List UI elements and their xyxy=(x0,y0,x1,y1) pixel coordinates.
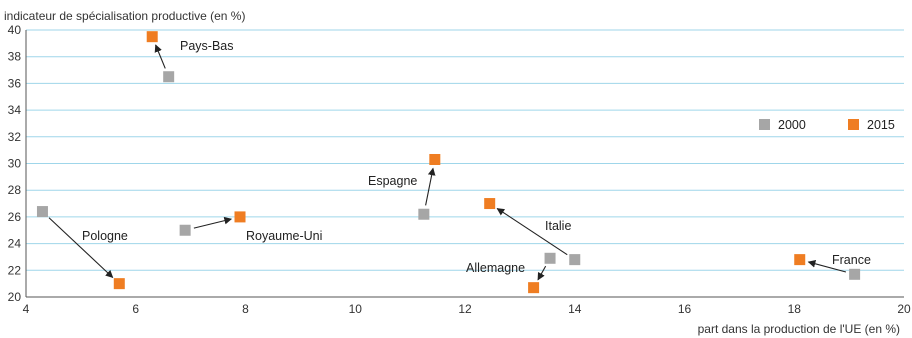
arrow-allemagne xyxy=(537,265,547,281)
arrow-france xyxy=(807,260,847,273)
x-tick-label: 18 xyxy=(788,302,802,316)
y-tick-label: 30 xyxy=(8,157,22,171)
marker-2015-pologne xyxy=(113,278,125,290)
arrow-espagne xyxy=(425,167,436,206)
legend-label-2015: 2015 xyxy=(867,118,895,132)
x-tick-label: 20 xyxy=(897,302,911,316)
marker-2015-france xyxy=(794,254,806,266)
y-tick-label: 38 xyxy=(8,50,22,64)
x-tick-label: 10 xyxy=(349,302,363,316)
arrow-pologne xyxy=(48,217,114,279)
legend-swatch-2000 xyxy=(759,119,770,130)
y-tick-label: 34 xyxy=(8,103,22,117)
grid xyxy=(26,29,904,271)
marker-2000-pologne xyxy=(36,206,48,218)
legend: 2000 2015 xyxy=(759,118,895,132)
y-tick-label: 36 xyxy=(8,76,22,90)
arrow-pays-bas xyxy=(154,44,166,69)
y-tick-label: 24 xyxy=(8,237,22,251)
marker-2015-royaume-uni xyxy=(234,211,246,223)
y-tick-label: 28 xyxy=(8,183,22,197)
marker-2000-espagne xyxy=(418,208,430,220)
y-tick-label: 22 xyxy=(8,263,22,277)
x-tick-label: 14 xyxy=(568,302,582,316)
country-label: Espagne xyxy=(368,174,417,188)
legend-label-2000: 2000 xyxy=(778,118,806,132)
x-tick-label: 8 xyxy=(242,302,249,316)
country-label: Allemagne xyxy=(466,261,525,275)
x-tick-labels: 4 6 8 10 12 14 16 18 20 xyxy=(23,302,911,316)
x-tick-label: 6 xyxy=(132,302,139,316)
markers xyxy=(36,31,861,294)
country-label: Italie xyxy=(545,219,571,233)
country-label: France xyxy=(832,253,871,267)
legend-swatch-2015 xyxy=(848,119,859,130)
marker-2015-italie xyxy=(484,198,496,210)
x-tick-label: 4 xyxy=(23,302,30,316)
marker-2015-allemagne xyxy=(528,282,540,294)
x-axis-title: part dans la production de l'UE (en %) xyxy=(698,322,900,336)
marker-2000-france xyxy=(849,268,861,280)
marker-2015-espagne xyxy=(429,153,441,165)
arrow-italie xyxy=(496,208,568,256)
country-label: Royaume-Uni xyxy=(246,229,322,243)
country-label: Pays-Bas xyxy=(180,39,234,53)
country-label: Pologne xyxy=(82,229,128,243)
y-tick-labels: 20 22 24 26 28 30 32 34 36 38 40 xyxy=(8,23,22,304)
y-tick-label: 32 xyxy=(8,130,22,144)
y-tick-label: 20 xyxy=(8,290,22,304)
marker-2000-pays-bas xyxy=(163,71,175,83)
y-tick-label: 40 xyxy=(8,23,22,37)
country-labels: Pays-Bas Pologne Royaume-Uni Espagne Italie A… xyxy=(82,39,871,275)
arrows xyxy=(48,44,847,281)
x-tick-label: 12 xyxy=(458,302,472,316)
marker-2000-royaume-uni xyxy=(179,224,191,236)
marker-2000-allemagne xyxy=(544,252,556,264)
arrow-royaume-uni xyxy=(193,216,233,229)
marker-2000-italie xyxy=(569,254,581,266)
y-axis-title: indicateur de spécialisation productive … xyxy=(4,9,245,23)
y-tick-label: 26 xyxy=(8,210,22,224)
x-tick-label: 16 xyxy=(678,302,692,316)
marker-2015-pays-bas xyxy=(146,31,158,43)
